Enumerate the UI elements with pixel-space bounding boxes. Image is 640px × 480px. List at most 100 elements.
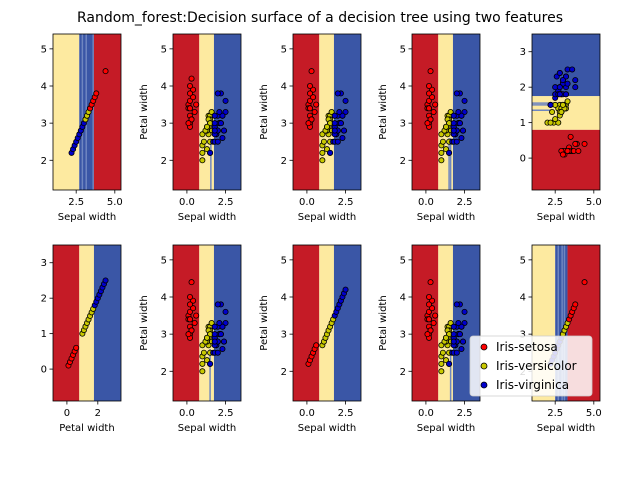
data-point-versicolor bbox=[319, 131, 326, 138]
x-tick-label: 2 bbox=[95, 408, 101, 419]
axes-frame bbox=[292, 244, 362, 402]
x-axis-label: Sepal width bbox=[298, 423, 357, 434]
data-point-virginica bbox=[219, 134, 226, 141]
y-tick-label: 5 bbox=[161, 255, 167, 266]
data-point-versicolor bbox=[323, 123, 330, 130]
data-point-versicolor bbox=[442, 123, 449, 130]
data-point-versicolor bbox=[549, 109, 556, 116]
data-point-setosa bbox=[305, 120, 312, 127]
x-tick-label: 5.0 bbox=[586, 197, 602, 208]
data-point-virginica bbox=[214, 90, 221, 97]
y-tick-label: 3 bbox=[520, 330, 526, 341]
data-point-setosa bbox=[190, 297, 197, 304]
data-point-setosa bbox=[572, 301, 579, 308]
data-point-virginica bbox=[569, 66, 576, 73]
legend-marker-virginica bbox=[480, 381, 488, 389]
y-tick-label: 4 bbox=[281, 293, 287, 304]
data-point-virginica bbox=[340, 127, 347, 134]
data-point-virginica bbox=[556, 70, 563, 77]
region-setosa bbox=[532, 129, 600, 190]
x-tick-label: 0.0 bbox=[179, 197, 195, 208]
data-point-setosa bbox=[186, 293, 193, 300]
data-point-setosa bbox=[186, 90, 193, 97]
plot-area bbox=[412, 245, 480, 401]
data-point-virginica bbox=[211, 331, 218, 338]
data-point-setosa bbox=[427, 68, 434, 75]
data-point-versicolor bbox=[199, 368, 206, 375]
data-point-setosa bbox=[310, 94, 317, 101]
data-point-setosa bbox=[190, 305, 197, 312]
data-point-versicolor bbox=[203, 357, 210, 364]
data-point-virginica bbox=[342, 97, 349, 104]
data-point-versicolor bbox=[438, 157, 445, 164]
y-axis-label: Petal width bbox=[259, 295, 270, 350]
data-point-virginica bbox=[337, 120, 344, 127]
data-point-versicolor bbox=[319, 149, 326, 156]
data-point-versicolor bbox=[200, 349, 207, 356]
data-point-versicolor bbox=[208, 319, 215, 326]
x-tick-label: 2.5 bbox=[457, 197, 473, 208]
data-point-versicolor bbox=[208, 109, 215, 116]
x-tick-label: 2.5 bbox=[547, 408, 563, 419]
data-point-virginica bbox=[339, 134, 346, 141]
subplot-8: 0.0 2.5 2 3 4 5 Sepal width Petal width bbox=[259, 244, 362, 434]
y-tick-label: 4 bbox=[281, 82, 287, 93]
data-point-setosa bbox=[581, 279, 588, 286]
data-point-virginica bbox=[450, 331, 457, 338]
axes-frame bbox=[531, 244, 601, 402]
data-point-setosa bbox=[102, 68, 109, 75]
y-tick-label: 0 bbox=[520, 154, 526, 165]
data-point-versicolor bbox=[552, 116, 559, 123]
data-point-setosa bbox=[190, 86, 197, 93]
plot-area bbox=[293, 34, 361, 190]
data-point-setosa bbox=[306, 97, 313, 104]
region-setosa bbox=[293, 245, 320, 401]
x-tick-label: 2.5 bbox=[68, 197, 84, 208]
y-tick-label: 2 bbox=[161, 367, 167, 378]
data-point-virginica bbox=[207, 360, 214, 367]
data-point-setosa bbox=[308, 116, 315, 123]
data-point-setosa bbox=[73, 344, 80, 351]
data-point-versicolor bbox=[323, 146, 330, 153]
data-point-virginica bbox=[572, 77, 579, 84]
y-tick-label: 5 bbox=[520, 255, 526, 266]
data-point-setosa bbox=[575, 147, 582, 154]
x-axis-label: Sepal width bbox=[298, 212, 357, 223]
data-point-virginica bbox=[222, 308, 229, 315]
data-point-setosa bbox=[188, 75, 195, 82]
data-point-setosa bbox=[572, 140, 579, 147]
data-point-virginica bbox=[458, 323, 465, 330]
data-point-versicolor bbox=[564, 98, 571, 105]
x-tick-label: 2.5 bbox=[338, 197, 354, 208]
plot-area bbox=[293, 245, 361, 401]
data-point-virginica bbox=[207, 149, 214, 156]
data-point-virginica bbox=[453, 349, 460, 356]
x-tick-label: 2.5 bbox=[547, 197, 563, 208]
x-axis-label: Petal width bbox=[59, 423, 114, 434]
data-point-virginica bbox=[342, 109, 349, 116]
data-point-versicolor bbox=[439, 138, 446, 145]
data-point-versicolor bbox=[199, 342, 206, 349]
y-tick-label: 2 bbox=[281, 156, 287, 167]
data-point-versicolor bbox=[203, 146, 210, 153]
data-point-virginica bbox=[214, 138, 221, 145]
x-axis-label: Sepal width bbox=[537, 423, 596, 434]
axes-frame bbox=[52, 33, 122, 191]
data-point-versicolor bbox=[328, 109, 335, 116]
data-point-virginica bbox=[214, 301, 221, 308]
y-tick-label: 5 bbox=[281, 44, 287, 55]
data-point-setosa bbox=[185, 331, 192, 338]
data-point-virginica bbox=[450, 127, 457, 134]
data-point-virginica bbox=[102, 277, 109, 284]
y-tick-label: 1 bbox=[520, 118, 526, 129]
data-point-setosa bbox=[311, 109, 318, 116]
x-tick-label: 5.0 bbox=[586, 408, 602, 419]
data-point-virginica bbox=[339, 112, 346, 119]
x-axis-label: Sepal width bbox=[417, 212, 476, 223]
data-point-setosa bbox=[425, 90, 432, 97]
data-point-virginica bbox=[334, 90, 341, 97]
y-axis-label: Petal width bbox=[259, 84, 270, 139]
data-point-versicolor bbox=[559, 101, 566, 108]
plot-area bbox=[173, 245, 241, 401]
data-point-setosa bbox=[429, 305, 436, 312]
